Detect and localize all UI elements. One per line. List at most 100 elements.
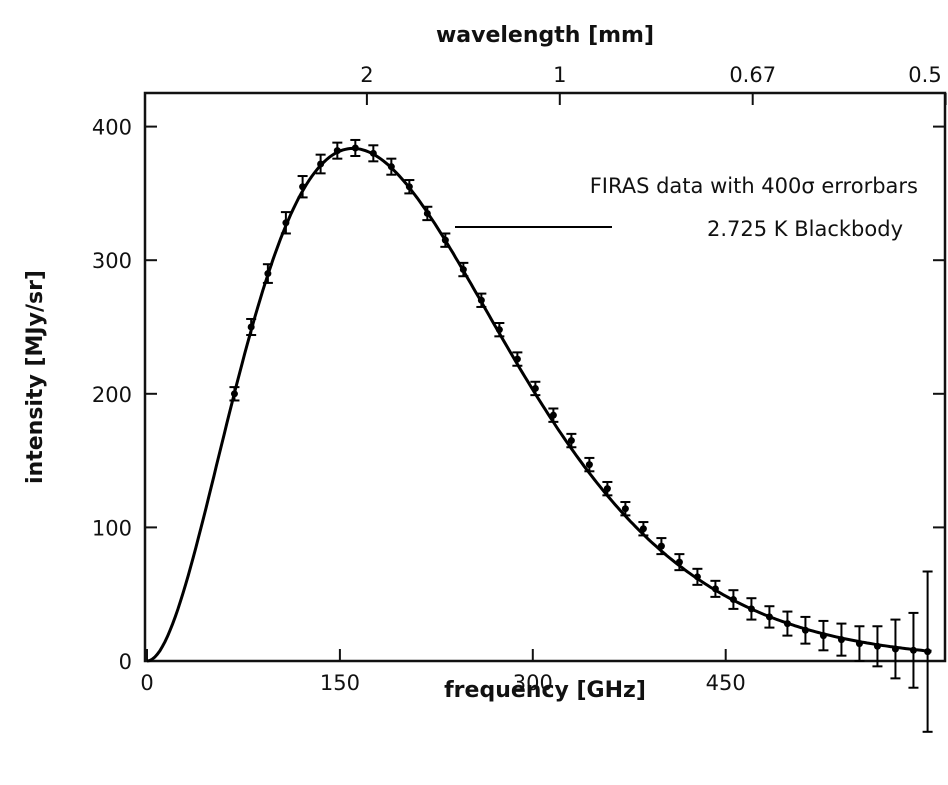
data-point <box>566 432 577 449</box>
top-tick-label: 0.67 <box>729 63 776 87</box>
data-point <box>422 205 433 222</box>
data-marker <box>459 266 467 274</box>
data-point <box>530 380 541 397</box>
data-marker <box>299 183 307 191</box>
data-marker <box>567 437 575 445</box>
data-point <box>782 610 793 637</box>
data-point <box>350 138 361 157</box>
data-point <box>836 622 847 657</box>
data-point <box>710 579 721 598</box>
legend: FIRAS data with 400σ errorbars 2.725 K B… <box>455 174 918 241</box>
data-marker <box>387 163 395 171</box>
top-axis-ticks: 2 1 0.67 0.5 <box>360 63 947 105</box>
data-point <box>368 144 379 163</box>
data-marker <box>282 219 290 227</box>
firas-data-points <box>229 138 933 733</box>
data-marker <box>765 613 773 621</box>
data-marker <box>924 648 932 656</box>
data-marker <box>513 355 521 363</box>
data-point <box>315 153 326 175</box>
y-tick-label: 0 <box>119 650 132 674</box>
data-marker <box>549 411 557 419</box>
data-point <box>512 351 523 367</box>
y-tick-label: 200 <box>92 383 132 407</box>
data-point <box>854 625 865 662</box>
data-point <box>800 615 811 645</box>
x-tick-label: 150 <box>320 671 360 695</box>
data-point <box>584 456 595 473</box>
data-marker <box>711 585 719 593</box>
data-point <box>764 605 775 629</box>
data-point <box>908 611 919 689</box>
data-point <box>494 321 505 338</box>
y-axis-ticks: 0 100 200 300 400 <box>92 116 945 674</box>
y-tick-label: 100 <box>92 516 132 540</box>
data-marker <box>477 296 485 304</box>
data-marker <box>351 144 359 152</box>
data-point <box>620 501 631 517</box>
data-point <box>674 553 685 572</box>
x-tick-label: 300 <box>513 671 553 695</box>
data-point <box>728 589 739 610</box>
data-marker <box>801 626 809 634</box>
x-tick-label: 0 <box>140 671 153 695</box>
data-marker <box>423 209 431 217</box>
data-marker <box>909 646 917 654</box>
data-marker <box>621 505 629 513</box>
data-marker <box>369 149 377 157</box>
data-point <box>638 521 649 537</box>
legend-firas-label: FIRAS data with 400σ errorbars <box>590 174 918 198</box>
data-point <box>890 618 901 680</box>
data-point <box>746 597 757 621</box>
data-point <box>280 211 291 235</box>
data-point <box>386 157 397 176</box>
top-axis-label: wavelength [mm] <box>436 23 654 48</box>
data-marker <box>747 605 755 613</box>
data-point <box>458 261 469 278</box>
top-tick-label: 0.5 <box>908 63 941 87</box>
data-point <box>297 175 308 199</box>
data-point <box>262 263 273 284</box>
y-tick-label: 400 <box>92 116 132 140</box>
data-marker <box>729 596 737 604</box>
top-tick-label: 2 <box>360 63 373 87</box>
data-marker <box>333 147 341 155</box>
x-tick-label: 450 <box>706 671 746 695</box>
data-marker <box>837 636 845 644</box>
data-point <box>246 317 257 337</box>
data-marker <box>675 558 683 566</box>
y-axis-label: intensity [MJy/sr] <box>23 270 48 484</box>
data-marker <box>657 542 665 550</box>
data-point <box>332 141 343 160</box>
data-marker <box>693 573 701 581</box>
data-marker <box>783 620 791 628</box>
data-marker <box>317 160 325 168</box>
data-marker <box>531 384 539 392</box>
data-marker <box>441 236 449 244</box>
data-marker <box>639 525 647 533</box>
data-marker <box>603 485 611 493</box>
plot-area-border <box>143 91 947 663</box>
data-point <box>692 567 703 586</box>
data-marker <box>230 390 238 398</box>
data-marker <box>495 326 503 334</box>
data-point <box>548 407 559 423</box>
data-marker <box>819 632 827 640</box>
data-marker <box>873 642 881 650</box>
data-point <box>602 480 613 497</box>
data-marker <box>247 323 255 331</box>
data-marker <box>405 183 413 191</box>
data-marker <box>585 461 593 469</box>
data-marker <box>264 270 272 278</box>
top-tick-label: 1 <box>553 63 566 87</box>
y-tick-label: 300 <box>92 249 132 273</box>
blackbody-curve <box>146 146 932 663</box>
legend-blackbody-label: 2.725 K Blackbody <box>707 217 903 241</box>
x-axis-ticks: 0 150 300 450 <box>140 649 746 695</box>
data-point <box>656 537 667 556</box>
data-point <box>818 619 829 652</box>
data-point <box>229 386 240 402</box>
plot-frame <box>143 91 947 663</box>
data-point <box>872 625 883 668</box>
